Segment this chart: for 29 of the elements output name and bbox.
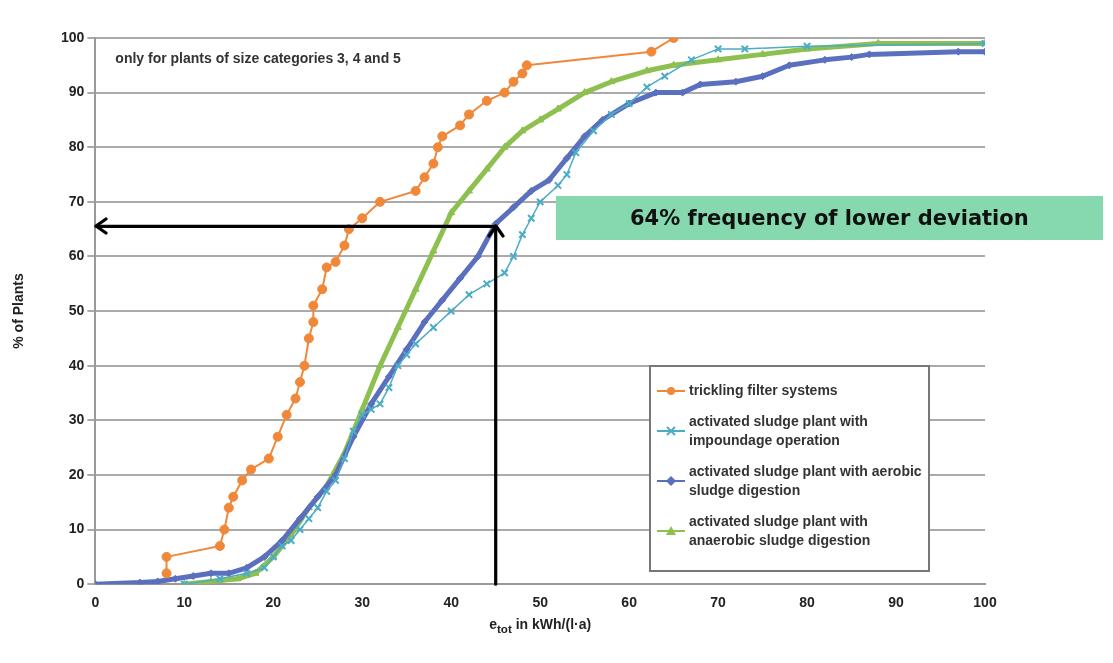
- x-tick-label: 0: [91, 594, 100, 611]
- y-tick-label: 20: [68, 465, 85, 482]
- y-tick-label: 0: [76, 575, 85, 592]
- x-tick-label: 90: [888, 594, 905, 611]
- y-tick-label: 50: [68, 301, 85, 318]
- x-tick-label: 20: [265, 594, 282, 611]
- legend-label: trickling filter systems: [689, 381, 838, 401]
- y-tick-label: 40: [68, 356, 85, 373]
- y-tick-label: 30: [68, 411, 85, 428]
- y-tick-label: 90: [68, 83, 85, 100]
- x-tick-label: 50: [532, 594, 549, 611]
- y-tick-label: 60: [68, 247, 85, 264]
- y-axis-title: % of Plants: [10, 273, 26, 349]
- y-tick-label: 100: [61, 28, 85, 45]
- x-tick-label: 100: [973, 594, 997, 611]
- legend-label: activated sludge plant with aerobic sludge digestion: [689, 462, 922, 501]
- annotation: only for plants of size categories 3, 4 and 5: [115, 50, 401, 66]
- x-tick-label: 60: [621, 594, 638, 611]
- x-tick-label: 40: [443, 594, 460, 611]
- y-tick-label: 80: [68, 138, 85, 155]
- y-tick-label: 70: [68, 192, 85, 209]
- x-tick-label: 70: [710, 594, 727, 611]
- x-axis-title: e$_{tot}$ in kWh/(l·a): [488, 616, 593, 635]
- legend-label: activated sludge plant with anaerobic sludge digestion: [689, 512, 872, 551]
- y-tick-label: 10: [68, 520, 85, 537]
- x-tick-label: 10: [176, 594, 193, 611]
- legend-label: activated sludge plant with impoundage operation: [689, 412, 869, 451]
- x-tick-label: 80: [799, 594, 816, 611]
- x-tick-label: 30: [354, 594, 371, 611]
